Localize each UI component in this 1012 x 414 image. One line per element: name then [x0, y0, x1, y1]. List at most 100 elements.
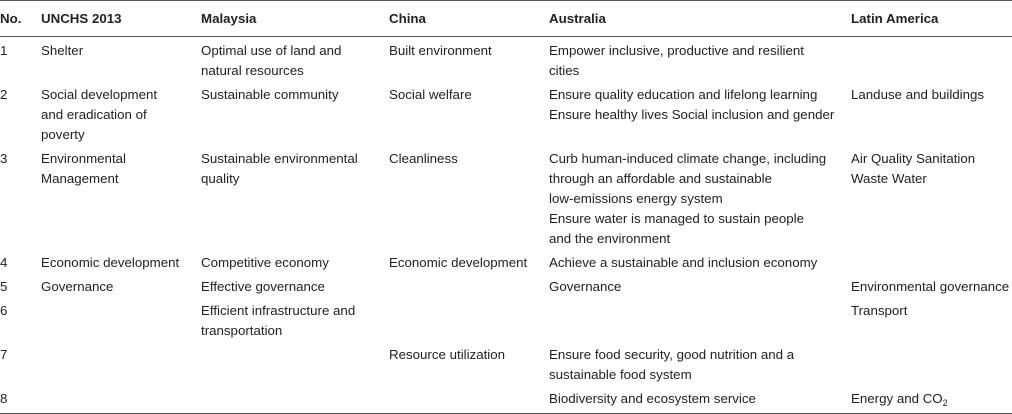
cell-australia: Empower inclusive, productive and resili…	[549, 37, 851, 82]
cell-no: 5	[0, 273, 41, 297]
cell-line: Competitive economy	[201, 255, 329, 270]
cell-no: 7	[0, 341, 41, 385]
cell-line: Transport	[851, 303, 908, 318]
cell-line: Air Quality Sanitation	[851, 151, 976, 166]
cell-australia: Ensure quality education and lifelong le…	[549, 81, 851, 145]
cell-line: Resource utilization	[389, 347, 506, 362]
cell-unchs	[41, 385, 201, 414]
cell-china: Economic development	[389, 249, 549, 273]
cell-line: quality	[201, 171, 240, 186]
cell-malaysia: Sustainable environmental quality	[201, 145, 389, 249]
cell-unchs	[41, 341, 201, 385]
cell-latin-america	[851, 37, 1012, 82]
cell-malaysia	[201, 385, 389, 414]
cell-latin-america: Landuse and buildings	[851, 81, 1012, 145]
cell-line: Landuse and buildings	[851, 87, 985, 102]
table-row: 5 Governance Effective governance Governanc…	[0, 273, 1012, 297]
cell-unchs: Social development and eradication of pove…	[41, 81, 201, 145]
cell-unchs	[41, 297, 201, 341]
row-number: 7	[0, 347, 8, 362]
table-row: 2 Social development and eradication of pov…	[0, 81, 1012, 145]
cell-no: 2	[0, 81, 41, 145]
cell-line: Optimal use of land and	[201, 43, 342, 58]
cell-line: Shelter	[41, 43, 84, 58]
cell-line: and the environment	[549, 231, 671, 246]
cell-line: Achieve a sustainable and inclusion econ…	[549, 255, 818, 270]
cell-line: Curb human-induced climate change, inclu…	[549, 151, 827, 166]
cell-china: Cleanliness	[389, 145, 549, 249]
cell-no: 3	[0, 145, 41, 249]
cell-line: Ensure food security, good nutrition and…	[549, 347, 795, 362]
cell-line: Social welfare	[389, 87, 472, 102]
cell-line: through an affordable and sustainable	[549, 171, 773, 186]
cell-line: Environmental governance	[851, 279, 1010, 294]
cell-latin-america: Transport	[851, 297, 1012, 341]
cell-china: Social welfare	[389, 81, 549, 145]
cell-line: low-emissions energy system	[549, 191, 723, 206]
cell-malaysia: Sustainable community	[201, 81, 389, 145]
cell-line: poverty	[41, 127, 85, 142]
table-row: 8 Biodiversity and ecosystem service Energ…	[0, 385, 1012, 414]
cell-line: Ensure quality education and lifelong le…	[549, 87, 818, 102]
table-body: 1 Shelter Optimal use of land and natural r…	[0, 37, 1012, 414]
cell-malaysia: Effective governance	[201, 273, 389, 297]
cell-line: Social development	[41, 87, 158, 102]
cell-unchs: Environmental Management	[41, 145, 201, 249]
cell-line: Energy and CO2	[851, 389, 1012, 409]
row-number: 6	[0, 303, 8, 318]
cell-latin-america: Air Quality Sanitation Waste Water	[851, 145, 1012, 249]
header-row: No. UNCHS 2013 Malaysia China Australia …	[0, 0, 1012, 37]
row-number: 1	[0, 43, 8, 58]
header-unchs: UNCHS 2013	[41, 0, 201, 37]
row-number: 8	[0, 391, 8, 406]
header-china: China	[389, 0, 549, 37]
row-number: 3	[0, 151, 8, 166]
cell-no: 1	[0, 37, 41, 82]
table-row: 4 Economic development Competitive economy…	[0, 249, 1012, 273]
table-row: 1 Shelter Optimal use of land and natural r…	[0, 37, 1012, 82]
cell-line: Sustainable community	[201, 87, 339, 102]
header-no: No.	[0, 0, 41, 37]
cell-line: cities	[549, 63, 580, 78]
row-number: 4	[0, 255, 8, 270]
cell-line: Waste Water	[851, 171, 927, 186]
cell-text: Energy and CO	[851, 391, 943, 406]
cell-line: Environmental	[41, 151, 126, 166]
cell-line: and eradication of	[41, 107, 147, 122]
cell-line: Management	[41, 171, 119, 186]
cell-line: Governance	[41, 279, 114, 294]
cell-line: Cleanliness	[389, 151, 458, 166]
cell-china	[389, 297, 549, 341]
cell-line: transportation	[201, 323, 283, 338]
cell-line: Biodiversity and ecosystem service	[549, 391, 756, 406]
cell-unchs: Economic development	[41, 249, 201, 273]
header-latin-america: Latin America	[851, 0, 1012, 37]
cell-line: Effective governance	[201, 279, 325, 294]
cell-china	[389, 273, 549, 297]
cell-china: Resource utilization	[389, 341, 549, 385]
cell-australia: Governance	[549, 273, 851, 297]
table-row: 3 Environmental Management Sustainable envi…	[0, 145, 1012, 249]
table-row: 7 Resource utilization Ensure food securit…	[0, 341, 1012, 385]
header-australia: Australia	[549, 0, 851, 37]
table-header: No. UNCHS 2013 Malaysia China Australia …	[0, 0, 1012, 37]
cell-australia: Curb human-induced climate change, inclu…	[549, 145, 851, 249]
cell-line: Sustainable environmental	[201, 151, 358, 166]
cell-china	[389, 385, 549, 414]
row-number: 2	[0, 87, 8, 102]
cell-line: sustainable food system	[549, 367, 692, 382]
cell-line: Economic development	[389, 255, 528, 270]
cell-line: Ensure healthy lives Social inclusion an…	[549, 107, 835, 122]
cell-australia: Biodiversity and ecosystem service	[549, 385, 851, 414]
cell-australia	[549, 297, 851, 341]
cell-no: 6	[0, 297, 41, 341]
cell-australia: Achieve a sustainable and inclusion econ…	[549, 249, 851, 273]
cell-latin-america: Energy and CO2	[851, 385, 1012, 414]
table-row: 6 Efficient infrastructure and transportat…	[0, 297, 1012, 341]
cell-unchs: Governance	[41, 273, 201, 297]
header-malaysia: Malaysia	[201, 0, 389, 37]
cell-latin-america	[851, 341, 1012, 385]
cell-line: natural resources	[201, 63, 304, 78]
cell-line: Economic development	[41, 255, 180, 270]
